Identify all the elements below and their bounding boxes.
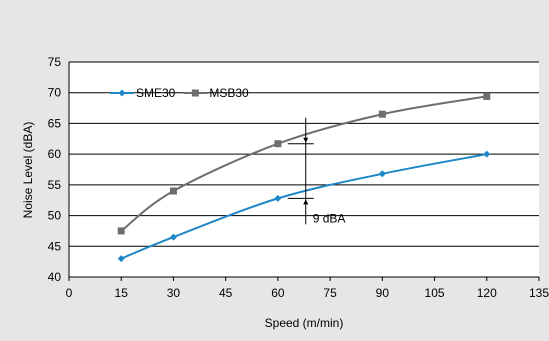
legend-label-sme30: SME30: [136, 86, 176, 100]
legend: SME30 MSB30: [110, 86, 249, 100]
data-point-msb30-90: [378, 110, 386, 118]
annotation-arrow-bottom: [303, 199, 309, 205]
x-tick-label-135: 135: [529, 286, 549, 300]
data-point-msb30-120: [483, 92, 491, 100]
data-point-sme30-30: [169, 233, 177, 241]
data-point-sme30-120: [483, 150, 491, 158]
y-tick-label-60: 60: [48, 147, 62, 161]
plot-area: [69, 62, 539, 277]
y-axis-label: Noise Level (dBA): [21, 122, 35, 219]
data-point-msb30-15: [117, 227, 125, 235]
data-point-msb30-30: [169, 187, 177, 195]
x-tick-label-60: 60: [271, 286, 285, 300]
annotation-arrow-top: [303, 137, 309, 143]
legend-label-msb30: MSB30: [209, 86, 249, 100]
data-point-sme30-60: [274, 194, 282, 202]
legend-item-msb30: MSB30: [183, 86, 249, 100]
series-msb30: [117, 92, 491, 235]
data-point-sme30-15: [117, 255, 125, 263]
x-tick-label-30: 30: [167, 286, 181, 300]
x-axis-label: Speed (m/min): [265, 316, 344, 330]
y-tick-label-50: 50: [48, 209, 62, 223]
x-tick-label-15: 15: [115, 286, 129, 300]
axes: 40 45 50 55 60 65 70 75 0 15 30 45 60 75 90 105 120 135: [48, 55, 549, 300]
series-sme30: [117, 150, 491, 263]
x-tick-label-120: 120: [477, 286, 497, 300]
series-lines: [117, 92, 491, 263]
y-tick-label-40: 40: [48, 270, 62, 284]
y-tick-label-55: 55: [48, 178, 62, 192]
x-tick-label-105: 105: [425, 286, 445, 300]
x-tick-label-0: 0: [66, 286, 73, 300]
legend-marker-msb30: [191, 89, 199, 97]
annotation-label: 9 dBA: [313, 211, 346, 225]
y-tick-label-70: 70: [48, 86, 62, 100]
y-tick-label-45: 45: [48, 239, 62, 253]
y-tick-label-75: 75: [48, 55, 62, 69]
series-line-sme30: [120, 153, 487, 260]
legend-item-sme30: SME30: [110, 86, 176, 100]
x-tick-label-75: 75: [323, 286, 337, 300]
x-tick-label-90: 90: [376, 286, 390, 300]
y-tick-label-65: 65: [48, 116, 62, 130]
data-point-msb30-60: [274, 140, 282, 148]
annotation: 9 dBA: [287, 117, 346, 225]
legend-marker-sme30: [118, 89, 126, 97]
x-tick-label-45: 45: [219, 286, 233, 300]
data-point-sme30-90: [378, 170, 386, 178]
